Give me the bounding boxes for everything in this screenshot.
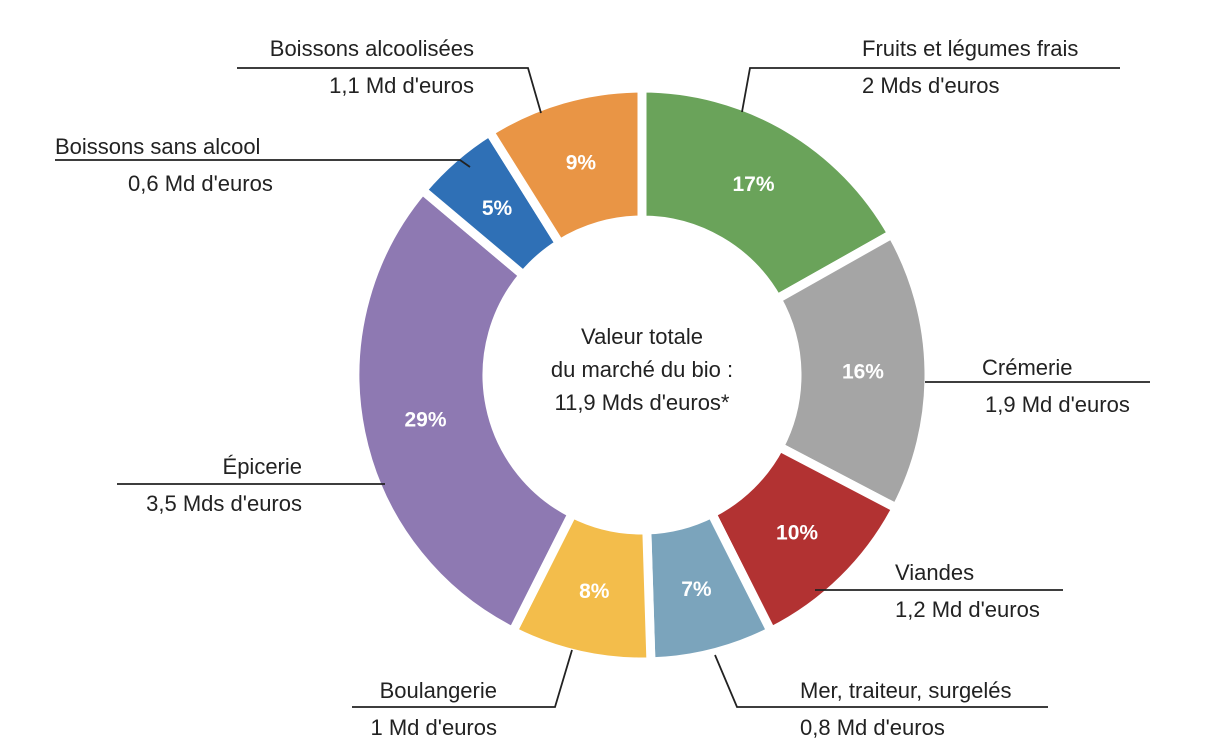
center-line-1: Valeur totale	[581, 324, 703, 349]
label-viandes: Viandes 1,2 Md d'euros	[895, 554, 1040, 628]
label-value: 0,8 Md d'euros	[800, 715, 945, 740]
percent-label: 7%	[681, 578, 712, 601]
label-fruits: Fruits et légumes frais 2 Mds d'euros	[862, 30, 1078, 104]
percent-label: 5%	[482, 197, 513, 220]
label-name: Boissons alcoolisées	[269, 36, 474, 61]
percent-label: 8%	[579, 580, 610, 603]
label-name: Fruits et légumes frais	[862, 36, 1079, 61]
label-name: Boissons sans alcool	[55, 134, 261, 159]
percent-label: 16%	[842, 361, 884, 384]
label-value: 1,1 Md d'euros	[329, 73, 474, 98]
label-value: 0,6 Md d'euros	[128, 171, 273, 196]
label-boissons-alcoolisees: Boissons alcoolisées 1,1 Md d'euros	[174, 30, 474, 104]
label-boulangerie: Boulangerie 1 Md d'euros	[352, 672, 498, 746]
center-line-2: du marché du bio :	[550, 357, 734, 382]
slice-5	[350, 183, 579, 638]
leader-fruits	[741, 67, 1120, 113]
label-name: Épicerie	[222, 454, 302, 479]
label-value: 1 Md d'euros	[370, 715, 498, 740]
slice-7	[483, 83, 647, 250]
label-mer: Mer, traiteur, surgelés 0,8 Md d'euros	[800, 672, 1012, 746]
percent-label: 17%	[732, 173, 774, 196]
center-text: Valeur totale du marché du bio : 11,9 Md…	[492, 320, 792, 419]
label-value: 2 Mds d'euros	[862, 73, 1000, 98]
label-name: Mer, traiteur, surgelés	[800, 678, 1012, 703]
label-boissons-sans-alcool: Boissons sans alcool 0,6 Md d'euros	[55, 128, 273, 202]
slice-0	[637, 83, 899, 306]
label-name: Crémerie	[982, 355, 1073, 380]
percent-label: 9%	[566, 152, 597, 175]
leader-boissons-alcoolisees	[237, 67, 542, 114]
label-value: 3,5 Mds d'euros	[146, 491, 302, 516]
label-epicerie: Épicerie 3,5 Mds d'euros	[102, 448, 302, 522]
label-cremerie: Crémerie 1,9 Md d'euros	[982, 349, 1130, 423]
percent-label: 10%	[776, 521, 818, 544]
leader-boulangerie	[352, 649, 573, 708]
label-name: Boulangerie	[379, 678, 497, 703]
leader-mer	[714, 654, 1048, 708]
percent-label: 29%	[404, 408, 446, 431]
center-line-3: 11,9 Mds d'euros*	[554, 390, 730, 415]
slice-1	[770, 227, 934, 515]
label-value: 1,9 Md d'euros	[985, 392, 1130, 417]
label-value: 1,2 Md d'euros	[895, 597, 1040, 622]
label-name: Viandes	[895, 560, 975, 585]
leader-boissons-sans-alcool	[55, 159, 471, 168]
